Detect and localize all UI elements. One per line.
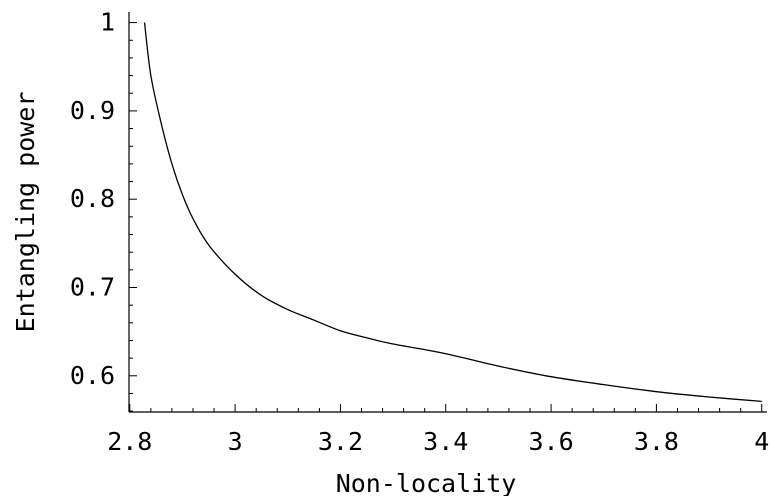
series-layer	[143, 22, 762, 403]
x-tick-label: 3.4	[423, 427, 468, 456]
y-axis-title: Entangling power	[11, 92, 40, 333]
y-tick-label: 0.7	[70, 272, 115, 301]
x-tick-label: 3.2	[318, 427, 363, 456]
x-tick-label: 3	[228, 427, 243, 456]
x-axis: 2.8 3 3.2 3.4 3.6 3.8 4	[107, 404, 769, 456]
y-tick-label: 0.8	[70, 184, 115, 213]
x-tick-label: 4	[754, 427, 769, 456]
x-tick-label: 3.6	[529, 427, 574, 456]
y-tick-label: 0.9	[70, 96, 115, 125]
y-axis: 0.6 0.7 0.8 0.9 1	[70, 8, 137, 412]
y-tick-label: 1	[100, 8, 115, 37]
x-tick-label: 3.8	[634, 427, 679, 456]
x-axis-title: Non-locality	[336, 469, 517, 496]
plot-frame	[128, 12, 767, 413]
y-tick-label: 0.6	[70, 361, 115, 390]
series-line	[143, 22, 762, 403]
x-tick-label: 2.8	[107, 427, 152, 456]
